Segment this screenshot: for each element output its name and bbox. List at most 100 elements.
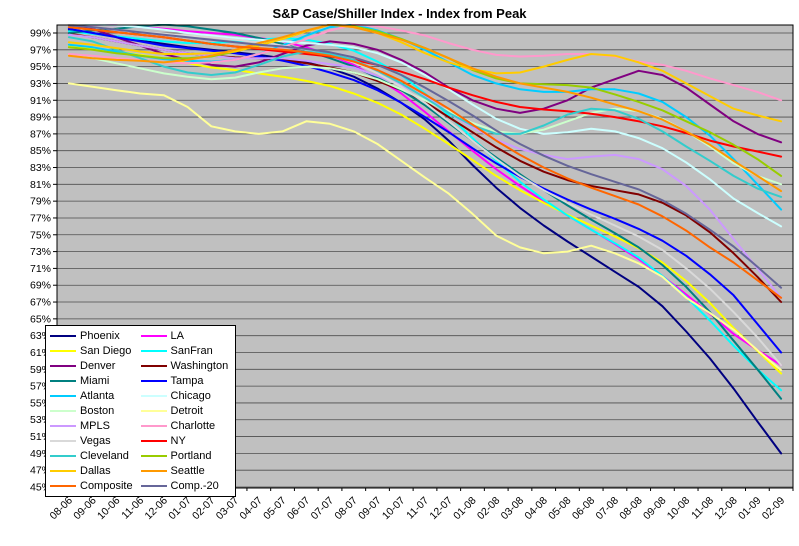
legend: Phoenix LA San Diego SanFran Denver Washingto… <box>45 325 236 497</box>
legend-label: Vegas <box>80 435 111 447</box>
y-tick-label: 95% <box>30 61 51 73</box>
legend-label: Seattle <box>170 465 205 477</box>
x-tick-label: 08-06 <box>48 495 76 523</box>
legend-label: Denver <box>80 360 116 372</box>
legend-item: Cleveland <box>50 449 141 463</box>
series-line-composite <box>67 26 783 299</box>
y-tick-label: 71% <box>30 263 51 275</box>
legend-label: Composite <box>80 480 133 492</box>
x-tick-label: 01-09 <box>736 495 764 523</box>
y-tick-label: 81% <box>30 179 51 191</box>
plot-border <box>56 24 794 489</box>
y-tick-label: 93% <box>30 78 51 90</box>
x-tick-label: 09-08 <box>641 495 669 523</box>
x-tick-label: 05-08 <box>546 495 574 523</box>
x-tick-label: 07-08 <box>594 495 622 523</box>
x-tick-label: 04-08 <box>522 495 550 523</box>
x-tick-label: 08-07 <box>332 495 360 523</box>
legend-swatch-san-diego <box>50 350 76 352</box>
legend-label: Tampa <box>170 375 204 387</box>
y-tick-label: 65% <box>30 313 51 325</box>
legend-item: Washington <box>140 359 232 373</box>
y-tick-label: 99% <box>30 28 51 40</box>
y-tick-label: 73% <box>30 246 51 258</box>
x-tick-label: 04-07 <box>237 495 265 523</box>
x-tick-label: 01-08 <box>451 495 479 523</box>
x-tick-label: 09-06 <box>71 495 99 523</box>
x-tick-label: 11-06 <box>119 495 146 522</box>
legend-swatch-composite <box>50 485 76 487</box>
legend-label: Boston <box>80 405 115 417</box>
legend-label: San Diego <box>80 345 132 357</box>
legend-label: Comp.-20 <box>170 480 219 492</box>
legend-swatch-detroit <box>140 410 167 412</box>
legend-label: MPLS <box>80 420 110 432</box>
legend-swatch-chicago <box>140 395 167 397</box>
series-line-miami <box>67 24 783 400</box>
legend-swatch-comp-20 <box>140 485 167 487</box>
series-line-charlotte <box>67 24 783 102</box>
legend-swatch-charlotte <box>140 425 167 427</box>
x-tick-label: 03-07 <box>214 495 242 523</box>
legend-swatch-dallas <box>50 470 76 472</box>
legend-label: Charlotte <box>170 420 216 432</box>
legend-swatch-miami <box>50 380 76 382</box>
legend-swatch-portland <box>140 455 167 457</box>
series-line-seattle <box>67 24 783 193</box>
legend-swatch-sanfran <box>140 350 167 352</box>
legend-item: Seattle <box>140 464 232 478</box>
x-tick-label: 11-08 <box>689 495 716 522</box>
x-tick-label: 07-07 <box>309 495 337 523</box>
legend-swatch-washington <box>140 365 167 367</box>
legend-item: Boston <box>50 404 141 418</box>
series-line-dallas <box>67 24 783 123</box>
x-tick-label: 12-08 <box>712 495 740 523</box>
legend-swatch-mpls <box>50 425 76 427</box>
x-tick-label: 11-07 <box>404 495 431 522</box>
legend-item: Vegas <box>50 434 141 448</box>
y-tick-label: 85% <box>30 145 51 157</box>
legend-swatch-vegas <box>50 440 76 442</box>
legend-swatch-cleveland <box>50 455 76 457</box>
legend-item: Denver <box>50 359 141 373</box>
legend-item: Tampa <box>140 374 232 388</box>
x-tick-label: 06-08 <box>570 495 598 523</box>
series-line-tampa <box>67 27 783 354</box>
legend-item: NY <box>140 434 232 448</box>
x-tick-label: 02-08 <box>475 495 503 523</box>
y-tick-label: 87% <box>30 128 51 140</box>
x-tick-label: 08-08 <box>617 495 645 523</box>
legend-swatch-ny <box>140 440 167 442</box>
legend-label: Dallas <box>80 465 111 477</box>
legend-item: Phoenix <box>50 329 141 343</box>
y-tick-label: 91% <box>30 95 51 107</box>
x-tick-label: 05-07 <box>261 495 289 523</box>
x-tick-label: 06-07 <box>285 495 313 523</box>
legend-swatch-atlanta <box>50 395 76 397</box>
series-group <box>67 24 783 455</box>
chart-title: S&P Case/Shiller Index - Index from Peak <box>272 6 527 21</box>
y-tick-label: 69% <box>30 280 51 292</box>
y-tick-label: 79% <box>30 196 51 208</box>
legend-label: Detroit <box>170 405 203 417</box>
legend-label: LA <box>170 330 184 342</box>
legend-item: Detroit <box>140 404 232 418</box>
legend-label: Miami <box>80 375 110 387</box>
legend-label: Cleveland <box>80 450 129 462</box>
legend-swatch-boston <box>50 410 76 412</box>
x-tick-label: 12-06 <box>142 495 170 523</box>
legend-item: Atlanta <box>50 389 141 403</box>
series-line-comp-20 <box>67 24 783 289</box>
x-tick-label: 02-07 <box>190 495 218 523</box>
x-tick-label: 03-08 <box>499 495 527 523</box>
y-tick-label: 77% <box>30 212 51 224</box>
legend-swatch-seattle <box>140 470 167 472</box>
legend-item: Miami <box>50 374 141 388</box>
y-tick-label: 75% <box>30 229 51 241</box>
legend-label: Phoenix <box>80 330 120 342</box>
legend-item: San Diego <box>50 344 141 358</box>
legend-item: Portland <box>140 449 232 463</box>
legend-swatch-tampa <box>140 380 167 382</box>
x-tick-label: 10-07 <box>380 495 408 523</box>
